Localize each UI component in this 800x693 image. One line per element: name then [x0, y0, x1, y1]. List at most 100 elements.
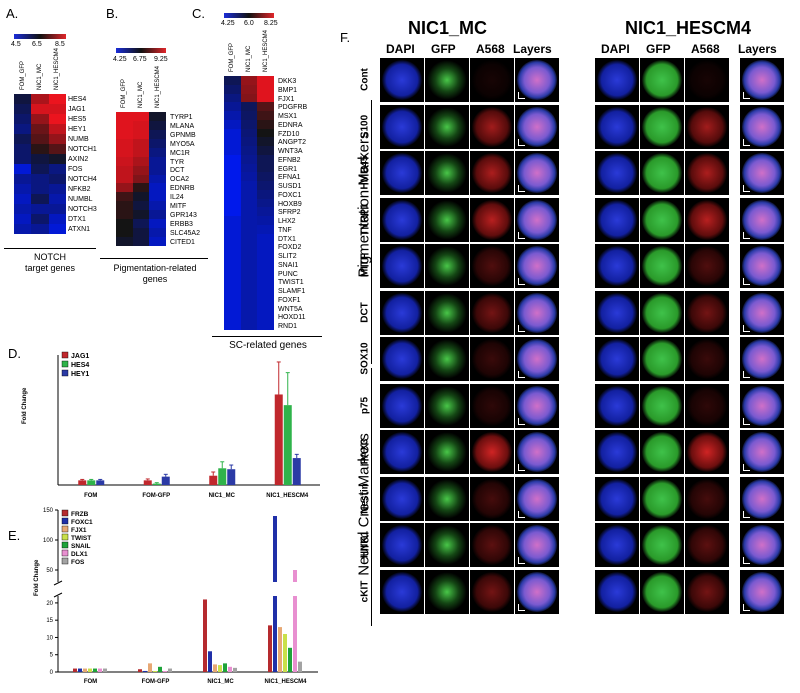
panel-a-heatmap-cell: [14, 154, 32, 164]
cell-sphere: [742, 106, 782, 147]
panel-d-legend-swatch: [61, 369, 69, 377]
panel-a-caption-1: NOTCH: [34, 252, 66, 262]
micrograph-tile: [640, 197, 684, 242]
panel-c-heatmap-cell: [240, 321, 258, 330]
cell-sphere: [517, 246, 557, 286]
panel-c-gene-label: EDNRA: [278, 121, 303, 129]
micrograph-tile: [425, 430, 469, 474]
panel-b-column-label: NIC1_HESCM4: [154, 65, 161, 108]
panel-e-bar: [158, 666, 162, 672]
panel-b-heatmap-cell: [132, 183, 150, 193]
micrograph-tile: [515, 244, 559, 288]
panel-c-heatmap-cell: [240, 111, 258, 120]
panel-c-caption-rule: [212, 336, 322, 337]
panel-a-heatmap-cell: [31, 194, 49, 204]
cell-sphere: [597, 246, 637, 286]
channel-header-left: Layers: [513, 42, 552, 56]
panel-c-heatmap-cell: [257, 119, 274, 129]
cell-sphere: [382, 106, 422, 147]
panel-d-bar: [143, 480, 152, 485]
micrograph-tile: [595, 337, 639, 381]
panel-c-gene-label: WNT3A: [278, 148, 303, 155]
panel-b-caption-rule: [100, 258, 208, 259]
channel-header-right: A568: [691, 42, 720, 56]
panel-c-gene-label: FOXD2: [278, 244, 302, 252]
panel-a-heatmap-cell: [48, 154, 66, 164]
panel-c-heatmap-cell: [240, 181, 258, 190]
micrograph-tile: [740, 151, 784, 195]
panel-a-heatmap-cell: [31, 184, 49, 194]
cell-sphere: [382, 292, 422, 333]
panel-c-heatmap-cell: [240, 259, 258, 269]
panel-b-gene-label: CITED1: [170, 238, 195, 246]
panel-e-bar: [223, 663, 227, 672]
cell-sphere: [472, 478, 512, 519]
panel-b-heatmap-cell: [116, 192, 133, 202]
scale-bar: [518, 603, 525, 611]
micrograph-tile: [425, 58, 469, 102]
panel-c-heatmap-cell: [224, 163, 241, 173]
panel-a-heatmap-cell: [14, 104, 32, 114]
panel-d-legend-label: HEY1: [71, 371, 89, 378]
micrograph-tile: [640, 58, 684, 102]
micrograph-tile: [685, 104, 729, 149]
cell-sphere: [382, 199, 422, 240]
micrograph-tile: [515, 523, 559, 567]
panel-b-heatmap-cell: [132, 219, 150, 229]
panel-e-legend-swatch: [61, 549, 69, 557]
panel-a-gene-label: NOTCH1: [68, 146, 97, 153]
panel-b-heatmap-cell: [116, 147, 133, 157]
panel-b-heatmap-cell: [116, 138, 133, 148]
cell-sphere: [472, 292, 512, 333]
micrograph-tile: [685, 58, 729, 102]
cell-sphere: [517, 153, 557, 193]
micrograph-tile: [685, 290, 729, 335]
micrograph-tile: [685, 476, 729, 521]
cell-sphere: [382, 153, 422, 193]
micrograph-tile: [425, 337, 469, 381]
panel-a-gene-label: NFKB2: [68, 186, 91, 193]
panel-c-heatmap-cell: [240, 84, 258, 94]
panel-e-bar: [93, 668, 97, 672]
panel-b-heatmap-cell: [116, 174, 133, 184]
panel-d-legend-swatch: [61, 360, 69, 368]
panel-b-heatmap-cell: [116, 201, 133, 211]
panel-a-heatmap-cell: [48, 94, 66, 104]
panel-a-heatmap-cell: [48, 214, 66, 224]
panel-c-column-label: NIC1_MC: [246, 45, 253, 72]
panel-b-heatmap-cell: [116, 219, 133, 229]
panel-c-heatmap-cell: [224, 198, 241, 208]
panel-a-heatmap-cell: [48, 224, 66, 234]
panel-c-heatmap-cell: [257, 163, 274, 173]
cell-sphere: [687, 106, 727, 147]
cell-sphere: [517, 339, 557, 379]
panel-b-heatmap-cell: [149, 237, 166, 246]
cell-sphere: [687, 199, 727, 240]
cell-sphere: [427, 292, 467, 333]
micrograph-tile: [740, 523, 784, 567]
panel-a-heatmap-cell: [14, 124, 32, 134]
panel-c-heatmap-cell: [257, 321, 274, 330]
panel-a-letter: A.: [6, 6, 19, 21]
panel-e-bar: [298, 661, 302, 672]
panel-c-heatmap-cell: [240, 242, 258, 252]
panel-c-scale-low: 4.25: [221, 20, 235, 27]
cell-sphere: [742, 525, 782, 565]
micrograph-tile: [640, 290, 684, 335]
micrograph-tile: [380, 430, 424, 474]
cell-sphere: [427, 60, 467, 100]
panel-e-legend-swatch: [61, 525, 69, 533]
scale-bar: [518, 557, 525, 564]
cell-sphere: [642, 525, 682, 565]
cell-sphere: [517, 60, 557, 100]
micrograph-tile: [640, 151, 684, 195]
panel-a-heatmap-cell: [48, 194, 66, 204]
panel-a-gene-label: HES4: [68, 96, 87, 103]
cell-sphere: [742, 339, 782, 379]
panel-c-gene-label: SLIT2: [278, 253, 297, 260]
panel-b-heatmap-cell: [132, 120, 150, 130]
panel-b-heatmap-cell: [149, 120, 166, 130]
cell-sphere: [642, 246, 682, 286]
panel-b-heatmap-cell: [116, 228, 133, 238]
micrograph-tile: [640, 523, 684, 567]
